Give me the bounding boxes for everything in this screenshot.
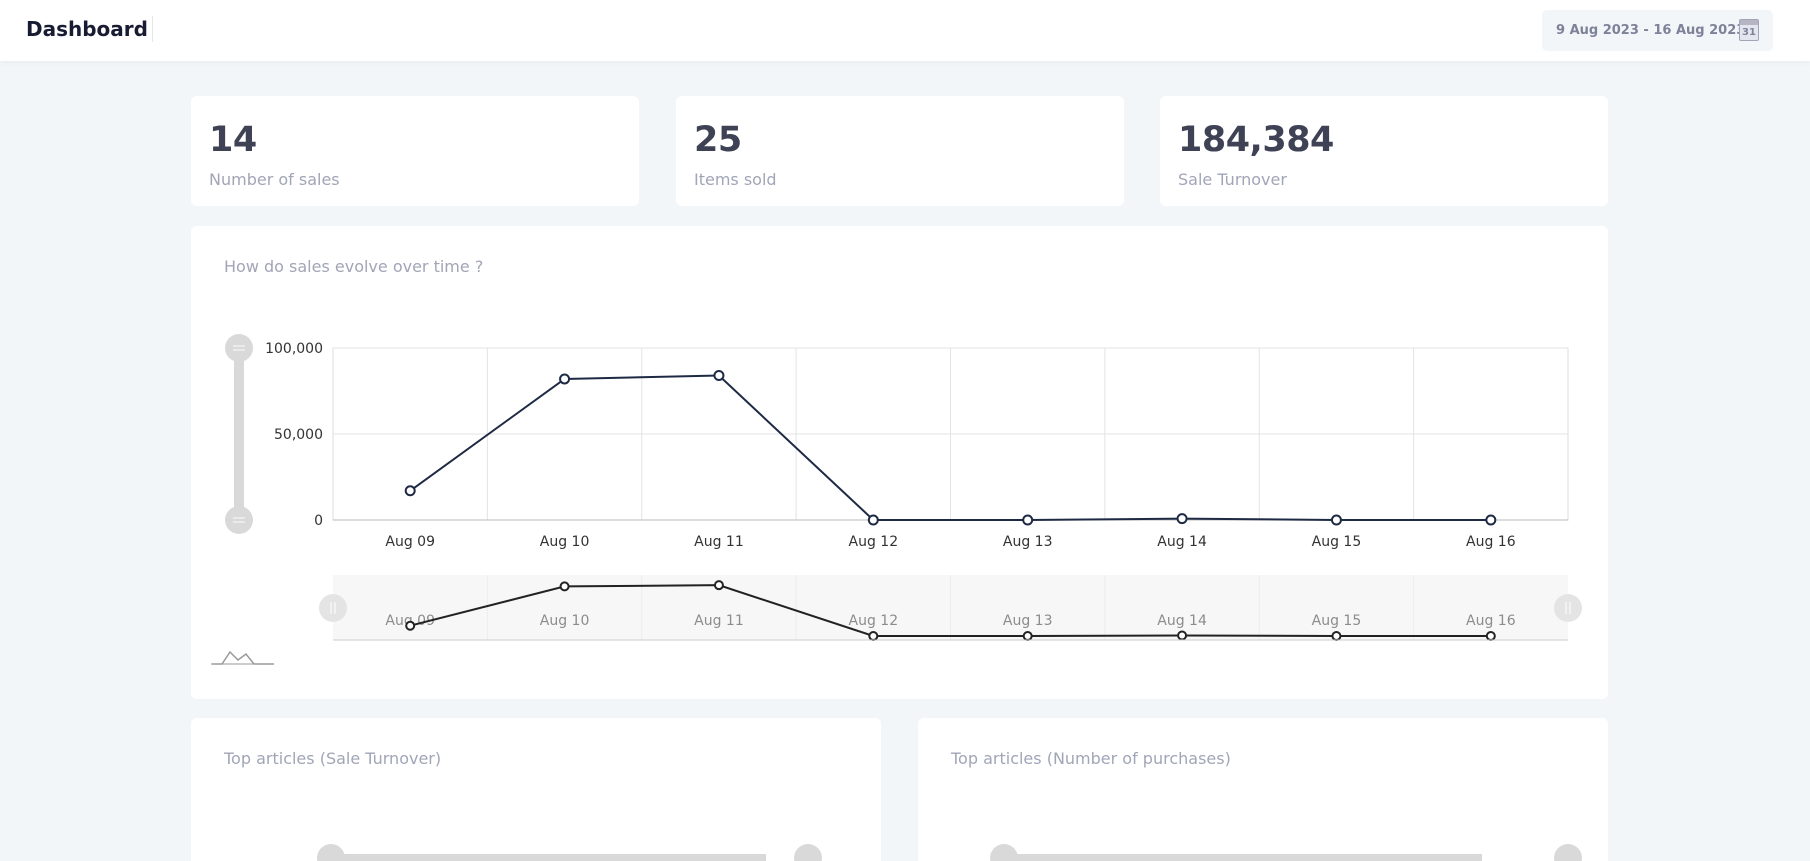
scroll-handle-right[interactable] — [1554, 844, 1582, 861]
stat-value: 14 — [209, 120, 257, 160]
navigator-handle-right[interactable] — [1554, 594, 1582, 622]
top-articles-turnover-card: Top articles (Sale Turnover) — [191, 718, 881, 861]
stat-card-items: 25 Items sold — [676, 96, 1124, 206]
stat-card-turnover: 184,384 Sale Turnover — [1160, 96, 1608, 206]
scroll-handle-left[interactable] — [317, 844, 345, 861]
calendar-day: 31 — [1742, 27, 1756, 38]
stat-card-sales: 14 Number of sales — [191, 96, 639, 206]
chart-title: How do sales evolve over time ? — [224, 257, 484, 276]
turnover-scrollbar[interactable] — [191, 718, 881, 861]
date-range-text: 9 Aug 2023 - 16 Aug 2023 — [1556, 23, 1746, 38]
purchases-scrollbar[interactable] — [918, 718, 1608, 861]
scroll-handle-left[interactable] — [990, 844, 1018, 861]
stat-label: Items sold — [694, 170, 777, 189]
stat-value: 184,384 — [1178, 120, 1334, 160]
card-title: Top articles (Sale Turnover) — [224, 749, 442, 768]
navigator-handle-left[interactable] — [319, 594, 347, 622]
stat-value: 25 — [694, 120, 742, 160]
calendar-icon: 31 — [1739, 19, 1759, 41]
x-zoom-handles[interactable] — [319, 594, 1582, 622]
card-title: Top articles (Number of purchases) — [951, 749, 1231, 768]
stat-label: Number of sales — [209, 170, 340, 189]
y-zoom-handle-top[interactable] — [225, 334, 253, 362]
y-zoom-handle-bottom[interactable] — [225, 506, 253, 534]
series-type-icon[interactable] — [211, 650, 274, 665]
top-articles-purchases-card: Top articles (Number of purchases) — [918, 718, 1608, 861]
scroll-handle-right[interactable] — [794, 844, 822, 861]
title-divider — [152, 16, 153, 42]
top-bar: Dashboard 9 Aug 2023 - 16 Aug 2023 31 — [0, 0, 1810, 61]
sales-chart-card: How do sales evolve over time ? — [191, 226, 1608, 699]
page-title: Dashboard — [26, 17, 148, 41]
y-zoom-scrollbar[interactable] — [225, 334, 253, 534]
date-range-picker[interactable]: 9 Aug 2023 - 16 Aug 2023 31 — [1542, 10, 1773, 51]
stat-label: Sale Turnover — [1178, 170, 1287, 189]
y-zoom-track[interactable] — [234, 348, 244, 520]
